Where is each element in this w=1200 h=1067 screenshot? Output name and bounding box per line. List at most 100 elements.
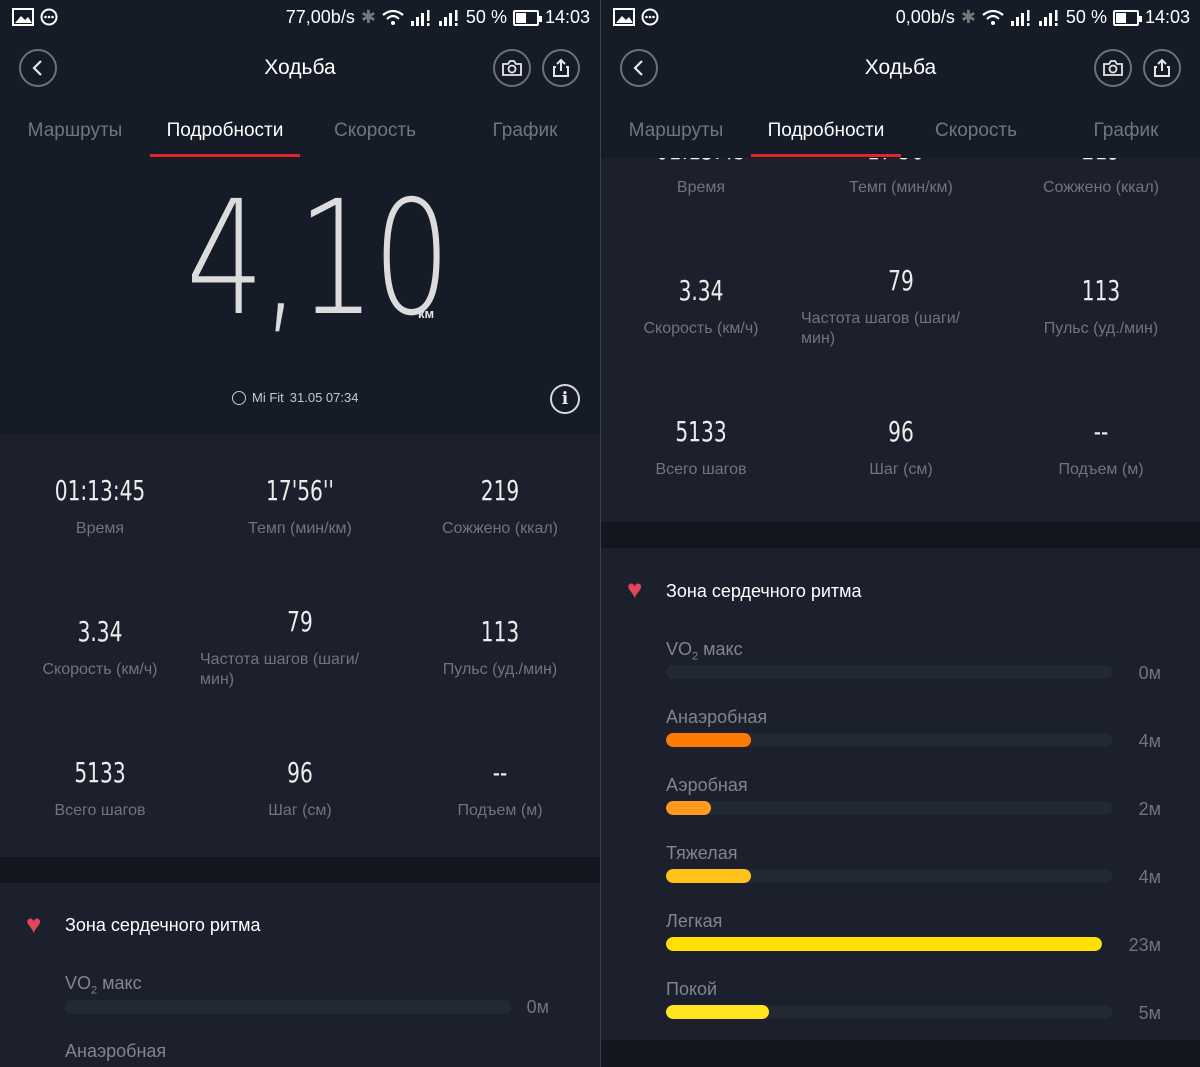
heart-icon: ♥ [627,574,643,604]
zone-bar-vo2max [666,665,1112,679]
zone-label-aerobic: Аэробная [666,775,748,795]
app-bar: Ходьба [0,36,600,100]
gallery-notification-icon [613,8,635,26]
signal-icon-2 [1038,9,1058,26]
tab-chart[interactable]: График [1093,120,1159,141]
clock: 14:03 [544,7,590,27]
tab-bar: Маршруты Подробности Скорость График [601,100,1200,158]
zone-label-rest: Покой [666,979,718,999]
active-tab-indicator [150,154,300,157]
stat-heart-rate: 113 Пульс (уд./мин) [442,615,558,678]
zone-label-vo2max: VO2 макс [666,639,743,663]
bluetooth-icon: ✱ [360,7,376,27]
zone-fill [666,1005,769,1019]
heart-rate-title: Зона сердечного ритма [65,915,261,935]
heart-rate-title: Зона сердечного ритма [666,581,862,601]
share-button[interactable] [542,49,580,87]
stat-steps: 5133 Всего шагов [54,756,146,819]
signal-icon-1 [410,9,430,26]
stat-calories: 219 Сожжено (ккал) [442,474,558,537]
zone-fill [666,937,1102,951]
share-button[interactable] [1143,49,1181,87]
network-speed: 77,00b/s [285,7,355,27]
chevron-left-icon [32,60,42,76]
battery-icon [1112,9,1142,26]
section-gap-bottom [601,1040,1200,1067]
zone-value-anaerobic: 4м [1138,731,1161,751]
workout-datetime: 31.05 07:34 [289,390,359,405]
right-screen: 0,00b/s ✱ 50 % 14:03 Ходьба Маршруты Под… [601,0,1200,1067]
info-button[interactable]: i [550,384,580,414]
stat-steps: 5133 Всего шагов [655,415,747,478]
left-screen: 77,00b/s ✱ 50 % 14:03 Ходьба Маршруты По… [0,0,600,1067]
back-button[interactable] [19,49,57,87]
stat-cadence: 79 Частота шагов (шаги/мин) [200,605,360,688]
camera-icon [502,60,522,76]
zone-label-anaerobic: Анаэробная [666,707,768,727]
zone-bar-vo2max [65,1000,511,1014]
back-button[interactable] [620,49,658,87]
stat-speed: 3.34 Скорость (км/ч) [42,615,158,678]
stat-time: 01:13:45 Время [54,474,146,537]
stat-stride: 96 Шаг (см) [268,756,332,819]
wifi-icon [382,9,404,25]
zone-value-light: 23м [1128,935,1161,955]
zone-value-aerobic: 2м [1138,799,1161,819]
signal-icon-2 [438,9,458,26]
heart-rate-zones: ♥ Зона сердечного ритма VO2 макс 0м Анаэ… [0,883,600,1067]
stat-elevation: -- Подъем (м) [457,756,543,819]
zone-value-vo2max: 0м [526,997,549,1017]
zone-label-anaerobic: Анаэробная [65,1041,167,1061]
zone-label-vo2max: VO2 макс [65,973,142,997]
stat-cadence: 79 Частота шагов (шаги/мин) [801,264,961,347]
zone-value-intensive: 4м [1138,867,1161,887]
screenshot-button[interactable] [1094,49,1132,87]
tab-chart[interactable]: График [492,120,558,141]
zone-bar-aerobic [666,801,1112,815]
page-title: Ходьба [864,56,937,79]
zone-bar-light [666,937,1102,951]
data-source: Mi Fit 31.05 07:34 [232,390,358,405]
screenshot-button[interactable] [493,49,531,87]
network-speed: 0,00b/s [895,7,955,27]
chevron-left-icon [633,60,643,76]
zone-fill [666,801,711,815]
zone-label-intensive: Тяжелая [666,843,738,863]
clock: 14:03 [1144,7,1190,27]
status-bar: 77,00b/s ✱ 50 % 14:03 [0,0,600,36]
camera-icon [1103,60,1123,76]
stat-heart-rate: 113 Пульс (уд./мин) [1043,274,1159,337]
tab-routes[interactable]: Маршруты [27,120,123,141]
distance-unit: км [418,306,435,321]
zone-bar-intensive [666,869,1112,883]
zone-label-light: Легкая [666,911,723,931]
tab-routes[interactable]: Маршруты [628,120,724,141]
chat-notification-icon [641,8,659,26]
distance-value: 4,10 [186,167,451,351]
tab-details[interactable]: Подробности [166,120,284,141]
tab-details[interactable]: Подробности [767,120,885,141]
source-app: Mi Fit [252,390,284,405]
tab-speed[interactable]: Скорость [934,120,1018,141]
active-tab-indicator [751,154,901,157]
screen-divider [600,0,601,1067]
gallery-notification-icon [12,8,34,26]
zone-value-vo2max: 0м [1138,663,1161,683]
tab-bar: Маршруты Подробности Скорость График [0,100,600,158]
signal-icon-1 [1010,9,1030,26]
stats-grid: 01:13:45 Время 17'56'' Темп (мин/км) 219 Со… [0,434,600,857]
tab-speed[interactable]: Скорость [333,120,417,141]
stat-pace: 17'56'' Темп (мин/км) [248,474,352,537]
wifi-icon [982,9,1004,25]
zone-bar-rest [666,1005,1112,1019]
heart-rate-zones: ♥ Зона сердечного ритма VO2 макс 0м Анаэ… [601,548,1200,1040]
share-upload-icon [553,58,569,77]
distance-summary: 4,10 км Mi Fit 31.05 07:34 i [0,158,600,434]
stat-stride: 96 Шаг (см) [869,415,933,478]
zone-bar-anaerobic [666,733,1112,747]
heart-icon: ♥ [26,909,42,939]
status-bar: 0,00b/s ✱ 50 % 14:03 [601,0,1200,36]
app-bar: Ходьба [601,36,1200,100]
mi-fit-icon [232,390,246,405]
